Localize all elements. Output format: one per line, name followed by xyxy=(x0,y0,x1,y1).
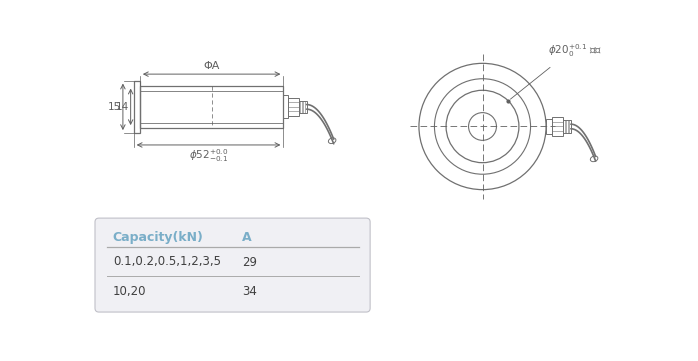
FancyBboxPatch shape xyxy=(95,218,370,312)
Text: 0.1,0.2,0.5,1,2,3,5: 0.1,0.2,0.5,1,2,3,5 xyxy=(113,256,221,269)
Bar xyxy=(140,86,283,128)
Bar xyxy=(552,117,563,136)
Text: 34: 34 xyxy=(242,285,257,298)
Bar xyxy=(546,119,552,134)
Bar xyxy=(299,101,306,113)
Text: A: A xyxy=(242,231,252,244)
Ellipse shape xyxy=(328,138,336,144)
Bar xyxy=(283,95,288,118)
Text: $\phi$20$^{+0.1}_{0}$ 通孔: $\phi$20$^{+0.1}_{0}$ 通孔 xyxy=(549,43,602,60)
Bar xyxy=(563,120,571,132)
Bar xyxy=(134,81,140,133)
Ellipse shape xyxy=(591,156,598,162)
Text: $\phi$52$^{+0.0}_{-0.1}$: $\phi$52$^{+0.0}_{-0.1}$ xyxy=(189,147,228,164)
Text: 29: 29 xyxy=(242,256,258,269)
Text: Capacity(kN): Capacity(kN) xyxy=(113,231,204,244)
Text: 14: 14 xyxy=(116,102,129,112)
Bar xyxy=(288,97,299,116)
Text: ΦA: ΦA xyxy=(203,61,220,71)
Text: 15: 15 xyxy=(107,102,121,112)
Text: 10,20: 10,20 xyxy=(113,285,147,298)
